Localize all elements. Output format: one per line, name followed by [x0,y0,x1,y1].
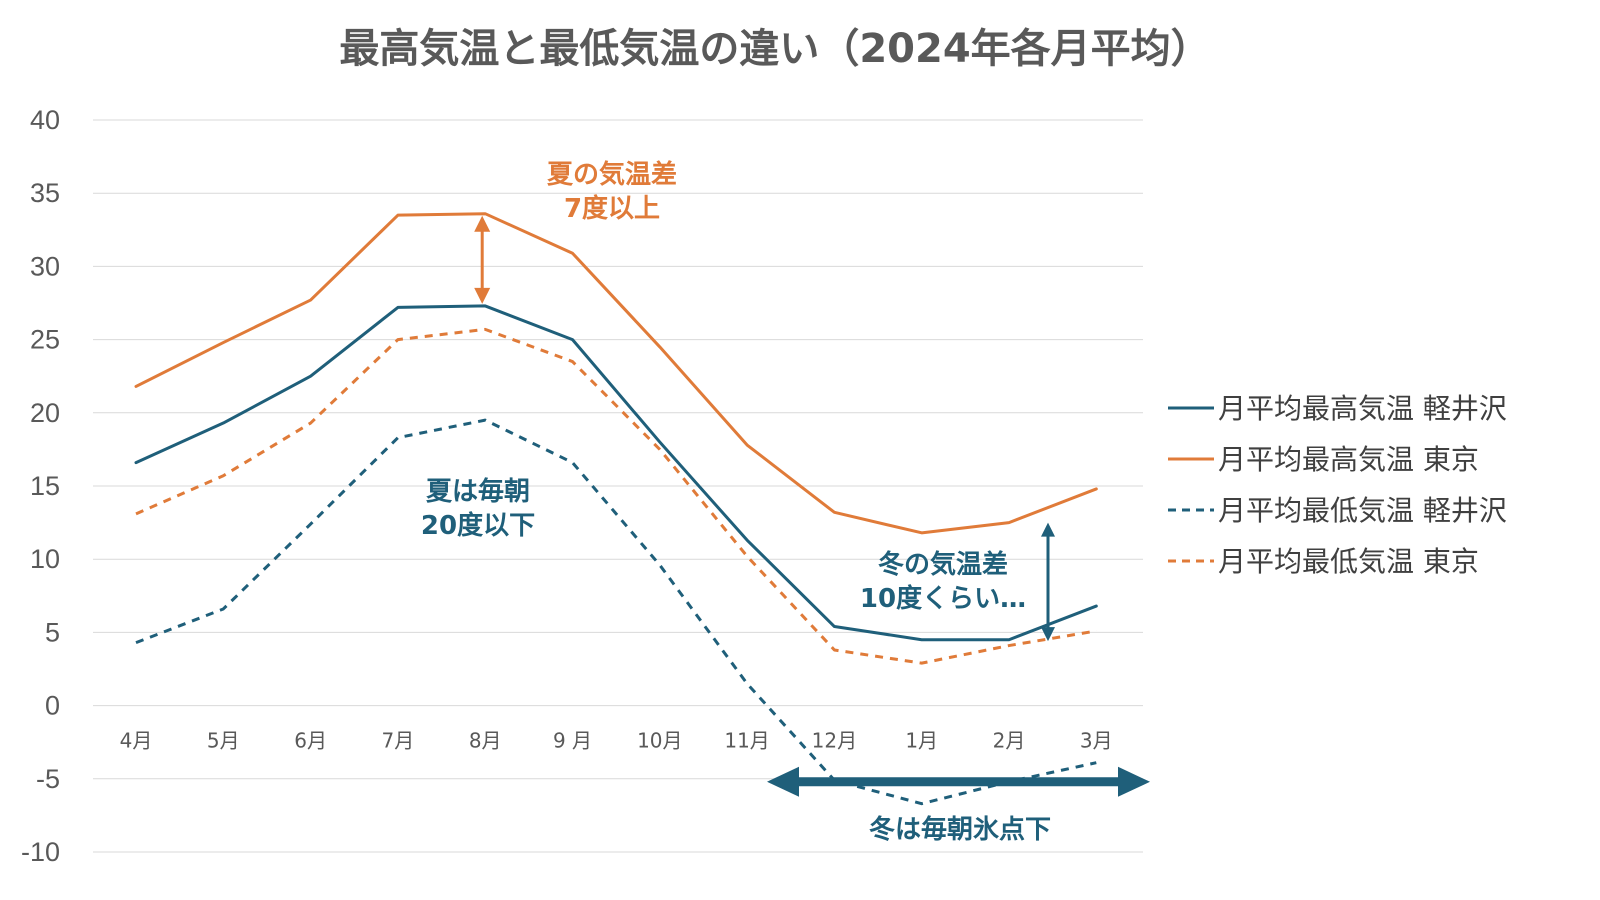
annotation-summer-morning: 夏は毎朝 [426,476,530,507]
x-tick-label: 4月 [120,729,153,753]
y-tick-label: -10 [21,837,60,867]
series-line-2 [135,418,1097,806]
x-tick-label: 12月 [812,729,857,753]
y-tick-label: 15 [30,471,60,501]
x-tick-label: 1月 [905,729,938,753]
y-tick-label: 10 [30,544,60,574]
annotation-summer-diff: 夏の気温差 [547,159,677,190]
y-axis-ticks: 40 35 30 25 20 15 10 5 0 -5 -10 [21,105,60,867]
summer-arrow-head-up [474,215,491,232]
x-axis-ticks: 4月 5月 6月 7月 8月 9 月 10月 11月 12月 1月 2月 3月 [120,729,1113,753]
legend-label: 月平均最低気温 東京 [1218,545,1479,578]
y-tick-label: -5 [36,764,60,794]
annotation-winter-freeze: 冬は毎朝氷点下 [869,814,1051,845]
y-tick-label: 25 [30,325,60,355]
chart-title: 最高気温と最低気温の違い（2024年各月平均） [339,26,1210,72]
annotation-summer-morning: 20度以下 [421,510,535,541]
series-layer [134,212,1098,806]
legend-label: 月平均最高気温 軽井沢 [1218,392,1507,425]
freeze-arrow-head-left [767,766,799,797]
y-tick-label: 5 [45,617,60,647]
annotation-summer-diff: 7度以上 [564,193,660,224]
annotation-winter-diff: 10度くらい… [860,583,1026,614]
legend-label: 月平均最高気温 東京 [1218,443,1479,476]
y-tick-label: 20 [30,398,60,428]
x-tick-label: 9 月 [553,729,592,753]
x-tick-label: 6月 [294,729,327,753]
winter-arrow-head-down [1041,627,1055,642]
annotation-arrows [474,215,1150,797]
series-line-3 [135,327,1097,665]
freeze-arrow-head-right [1118,766,1150,797]
grid-layer [93,119,1143,853]
x-tick-label: 7月 [382,729,415,753]
series-line-1 [134,212,1098,535]
x-tick-label: 3月 [1080,729,1113,753]
y-tick-label: 40 [30,105,60,135]
x-tick-label: 5月 [207,729,240,753]
series-line-0 [134,304,1098,642]
x-tick-label: 11月 [724,729,769,753]
x-tick-label: 8月 [469,729,502,753]
winter-arrow-head-up [1041,522,1055,537]
y-tick-label: 30 [30,251,60,281]
legend-label: 月平均最低気温 軽井沢 [1218,494,1507,527]
y-tick-label: 35 [30,178,60,208]
annotation-winter-diff: 冬の気温差 [878,549,1008,580]
summer-arrow-head-down [474,287,491,304]
x-tick-label: 2月 [993,729,1026,753]
y-tick-label: 0 [45,691,60,721]
x-tick-label: 10月 [637,729,682,753]
